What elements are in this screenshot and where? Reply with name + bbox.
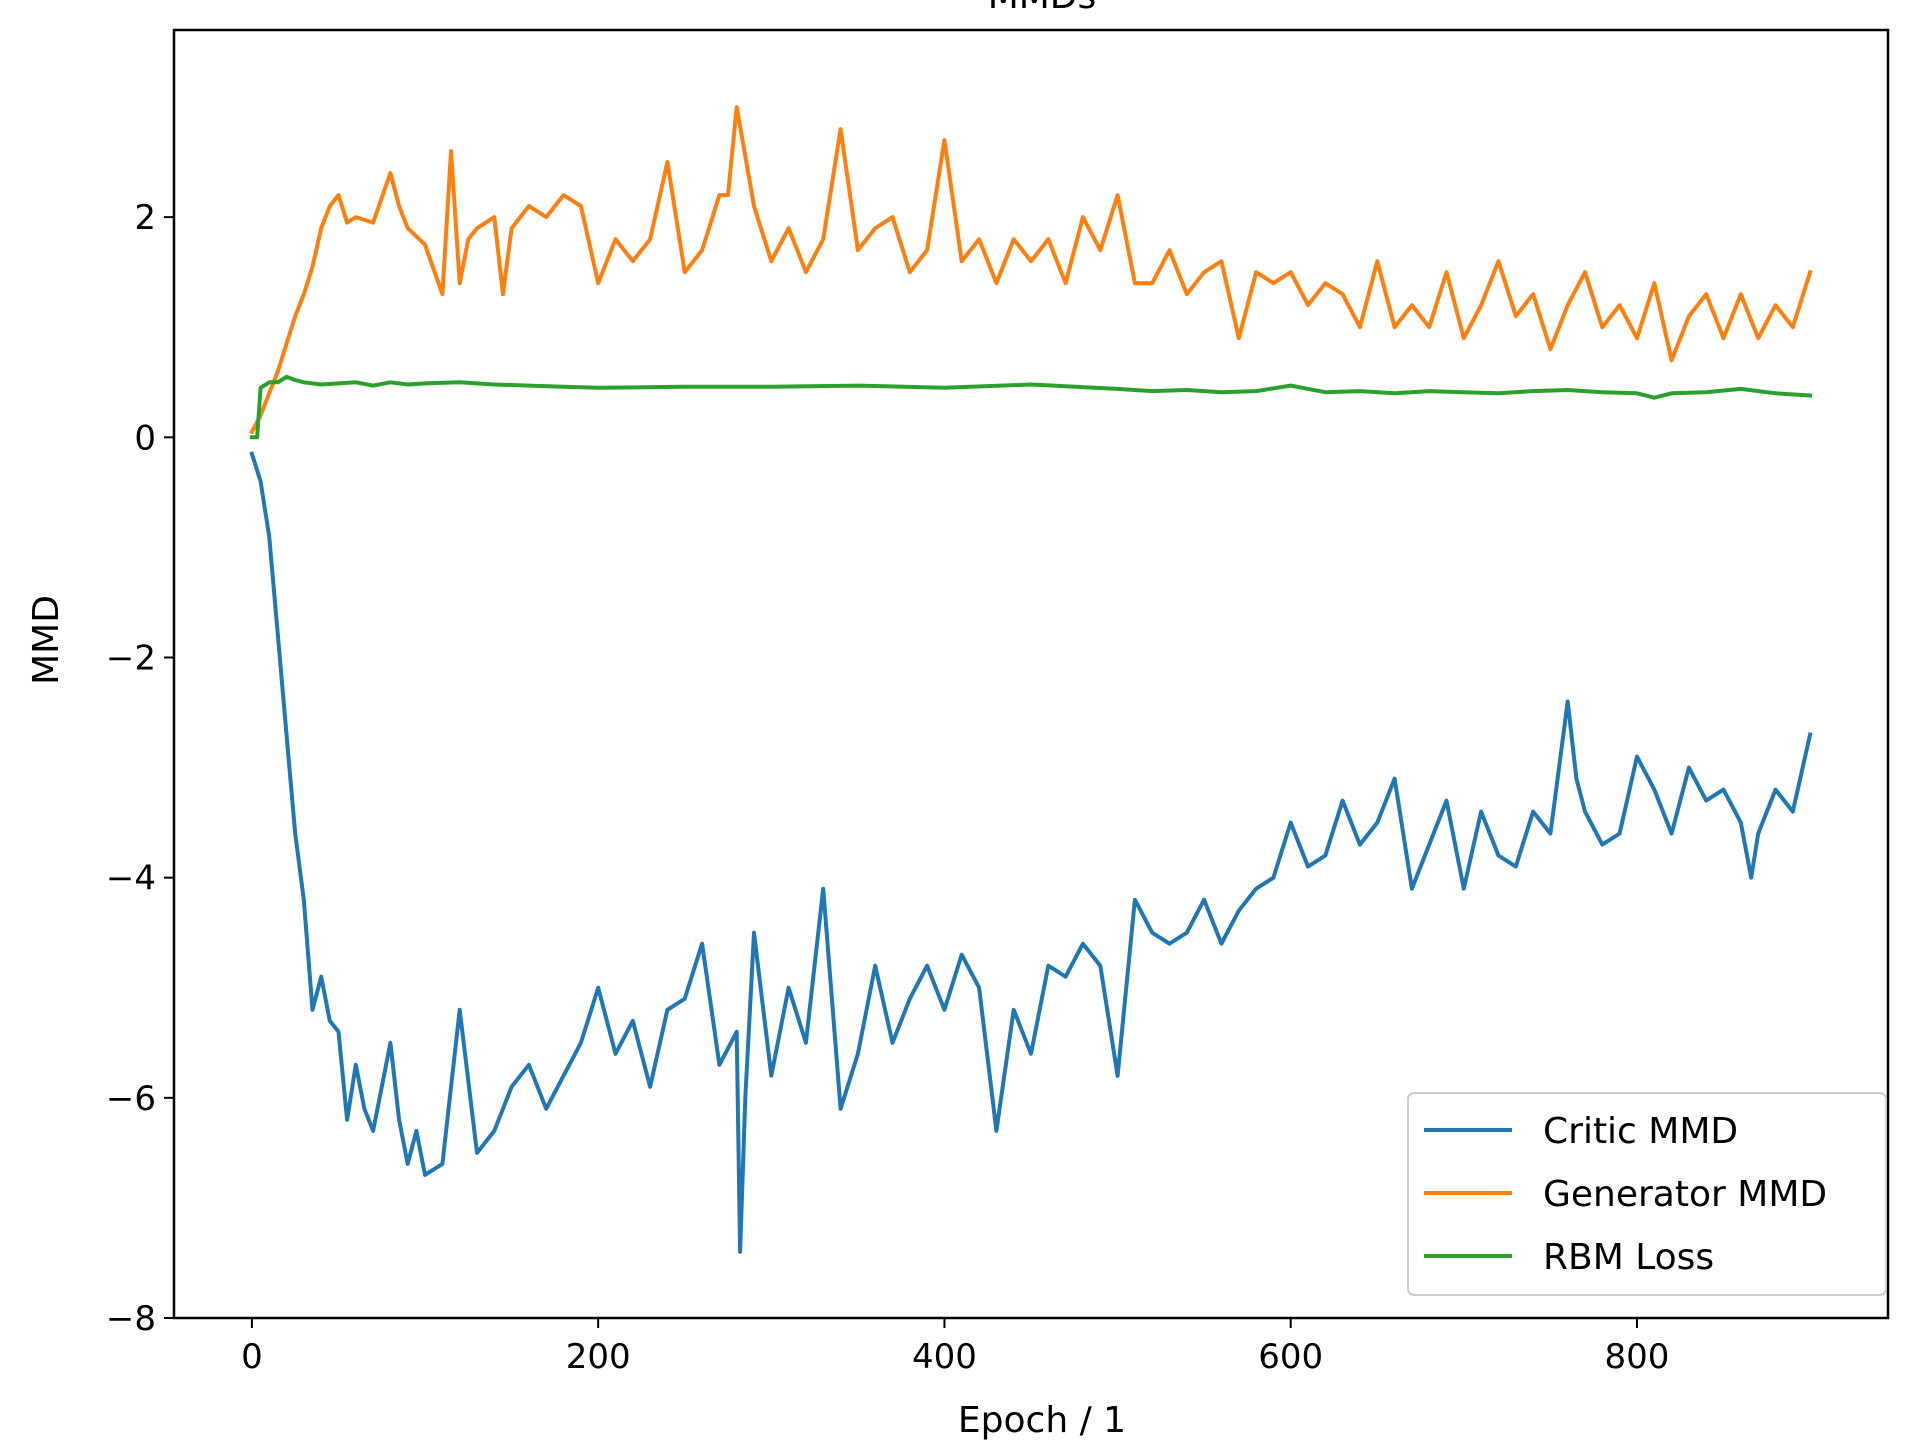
y-axis-label: MMD: [26, 595, 67, 685]
y-tick-label: −4: [106, 859, 156, 899]
legend-label-0: Critic MMD: [1543, 1111, 1738, 1152]
chart-marks: [249, 105, 1813, 1254]
x-tick-label: 0: [241, 1337, 263, 1377]
y-tick-label: 2: [134, 198, 156, 238]
y-tick-label: −2: [106, 638, 156, 678]
x-tick-label: 200: [566, 1337, 631, 1377]
series-line-0: [249, 451, 1813, 1254]
chart-title: MMDs: [988, 0, 1097, 17]
x-tick-label: 800: [1605, 1337, 1670, 1377]
x-tick-label: 400: [912, 1337, 977, 1377]
plot-frame: [172, 28, 1890, 1320]
x-tick-label: 600: [1258, 1337, 1323, 1377]
series-line-2: [249, 374, 1813, 440]
axis-ticks: 0 200 400 600 800 2 0 −2 −4 −6 −8: [106, 198, 1670, 1377]
y-tick-label: 0: [134, 418, 156, 458]
x-axis-label: Epoch / 1: [958, 1400, 1126, 1440]
legend: Critic MMD Generator MMD RBM Loss: [1407, 1092, 1887, 1296]
legend-label-1: Generator MMD: [1543, 1174, 1827, 1215]
y-tick-label: −6: [106, 1079, 156, 1119]
y-tick-label: −8: [106, 1299, 156, 1339]
legend-label-2: RBM Loss: [1543, 1237, 1714, 1278]
series-line-1: [249, 105, 1813, 435]
legend-box: [1407, 1092, 1887, 1296]
